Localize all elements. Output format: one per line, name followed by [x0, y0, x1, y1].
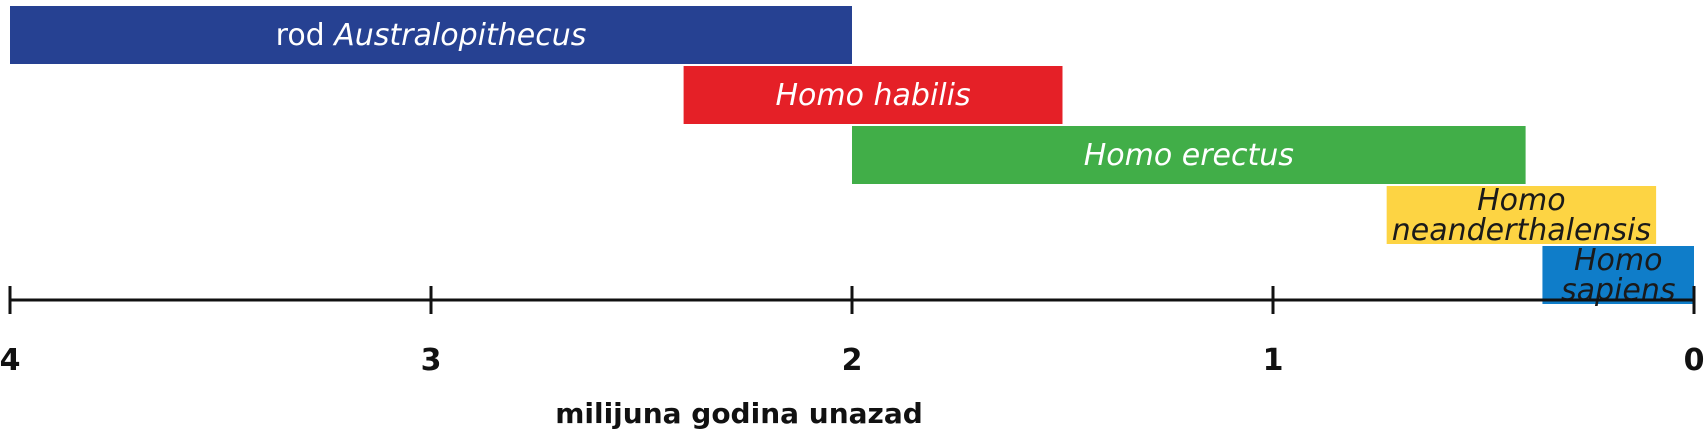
bar-group: Homo sapiens — [1542, 243, 1694, 308]
bar — [683, 66, 1063, 124]
bar-label-line: sapiens — [1561, 273, 1676, 308]
bar-label-line: neanderthalensis — [1392, 213, 1651, 248]
tick-label: 2 — [842, 343, 863, 378]
bar-label-line: Homo — [1477, 183, 1566, 218]
bar-group: Homo erectus — [852, 126, 1526, 184]
bar-label-line: Homo erectus — [1084, 138, 1294, 173]
bar-label: Homo sapiens — [1561, 243, 1676, 308]
bar-label: Homo neanderthalensis — [1392, 183, 1651, 248]
bar-label: Homo erectus — [1084, 138, 1294, 173]
bar-label-line: Homo — [1574, 243, 1663, 278]
tick-label: 4 — [0, 343, 20, 378]
bar — [10, 6, 852, 64]
bars-group: rod Australopithecus Homo habilis Homo ere… — [10, 6, 1694, 308]
tick-label: 0 — [1684, 343, 1704, 378]
bar — [852, 126, 1526, 184]
bar — [1542, 246, 1694, 304]
bar-group: Homo neanderthalensis — [1386, 183, 1657, 248]
tick-marks-group — [8, 286, 1696, 314]
bar-label: Homo habilis — [775, 78, 970, 113]
bar-label-name: Australopithecus — [332, 18, 586, 53]
tick-label: 1 — [1263, 343, 1284, 378]
tick-label: 3 — [421, 343, 442, 378]
bar — [1386, 186, 1657, 244]
bar-group: rod Australopithecus — [10, 6, 852, 64]
bar-label-prefix: rod — [276, 18, 335, 53]
bar-label-line: rod Australopithecus — [276, 18, 587, 53]
tick-labels-group: 4 3 2 1 0 — [0, 343, 1704, 378]
bar-label: rod Australopithecus — [276, 18, 587, 53]
x-axis-title: milijuna godina unazad — [555, 397, 923, 430]
bar-label-line: Homo habilis — [775, 78, 970, 113]
bar-group: Homo habilis — [683, 66, 1063, 124]
